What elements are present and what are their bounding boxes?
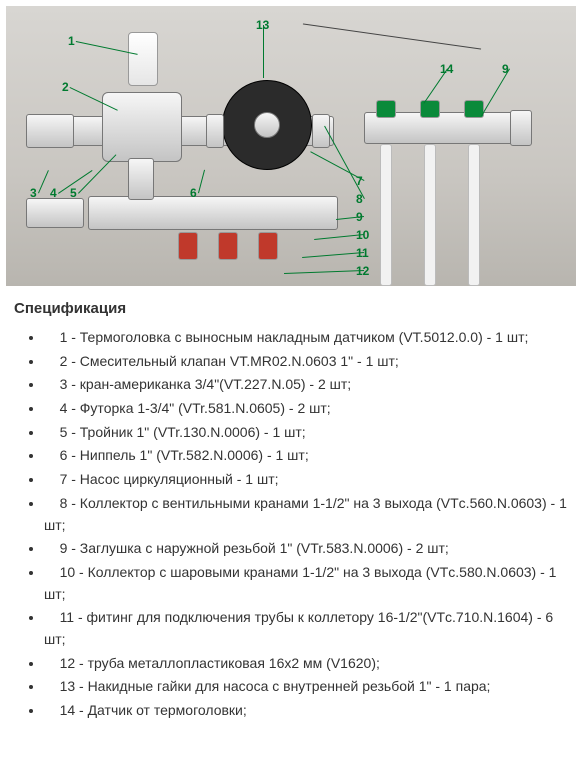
part-pump-cap (254, 112, 280, 138)
labeled-assembly-diagram: 12345613789101112149 (6, 6, 576, 286)
callout-leader (284, 270, 364, 274)
callout-leader (198, 170, 205, 193)
spec-item-text: 4 - Футорка 1-3/4" (VTr.581.N.0605) - 2 … (44, 400, 331, 416)
part-capillary (303, 23, 481, 49)
spec-item-text: 6 - Ниппель 1" (VTr.582.N.0006) - 1 шт; (44, 447, 309, 463)
spec-item: 12 - труба металлопластиковая 16х2 мм (V… (44, 653, 567, 675)
part-green-valve-1 (376, 100, 396, 118)
spec-item-text: 2 - Смесительный клапан VT.MR02.N.0603 1… (44, 353, 399, 369)
part-thermohead (128, 32, 158, 86)
spec-item: 2 - Смесительный клапан VT.MR02.N.0603 1… (44, 351, 567, 373)
spec-title: Спецификация (14, 300, 585, 317)
part-union-left (206, 114, 224, 148)
spec-item-text: 14 - Датчик от термоголовки; (44, 702, 247, 718)
part-stub-lower-left (26, 198, 84, 228)
part-inlet-left (26, 114, 74, 148)
part-drop (128, 158, 154, 200)
spec-item: 14 - Датчик от термоголовки; (44, 700, 567, 722)
spec-item-text: 8 - Коллектор с вентильными кранами 1-1/… (44, 495, 571, 533)
spec-item-text: 7 - Насос циркуляционный - 1 шт; (44, 471, 279, 487)
spec-item-text: 5 - Тройник 1" (VTr.130.N.0006) - 1 шт; (44, 424, 306, 440)
part-red-valve-3 (258, 232, 278, 260)
callout-leader (481, 68, 510, 116)
spec-item-text: 9 - Заглушка с наружной резьбой 1" (VTr.… (44, 540, 449, 556)
part-right-endcap (510, 110, 532, 146)
spec-item-text: 11 - фитинг для подключения трубы к колл… (44, 609, 557, 647)
spec-item: 5 - Тройник 1" (VTr.130.N.0006) - 1 шт; (44, 422, 567, 444)
spec-item-text: 3 - кран-американка 3/4"(VT.227.N.05) - … (44, 376, 351, 392)
part-lower-manifold (88, 196, 338, 230)
spec-list: 1 - Термоголовка с выносным накладным да… (26, 327, 571, 722)
spec-item: 8 - Коллектор с вентильными кранами 1-1/… (44, 493, 567, 536)
part-mixing-valve (102, 92, 182, 162)
spec-item: 6 - Ниппель 1" (VTr.582.N.0006) - 1 шт; (44, 445, 567, 467)
callout-leader (423, 68, 448, 104)
spec-item: 10 - Коллектор с шаровыми кранами 1-1/2"… (44, 562, 567, 605)
part-pipe-1 (380, 144, 392, 286)
spec-item-text: 1 - Термоголовка с выносным накладным да… (44, 329, 528, 345)
spec-item-text: 12 - труба металлопластиковая 16х2 мм (V… (44, 655, 380, 671)
callout-leader (310, 151, 364, 181)
spec-item-text: 10 - Коллектор с шаровыми кранами 1-1/2"… (44, 564, 560, 602)
spec-item: 13 - Накидные гайки для насоса с внутрен… (44, 676, 567, 698)
spec-item: 1 - Термоголовка с выносным накладным да… (44, 327, 567, 349)
spec-item: 3 - кран-американка 3/4"(VT.227.N.05) - … (44, 374, 567, 396)
spec-item: 4 - Футорка 1-3/4" (VTr.581.N.0605) - 2 … (44, 398, 567, 420)
part-red-valve-2 (218, 232, 238, 260)
spec-item: 9 - Заглушка с наружной резьбой 1" (VTr.… (44, 538, 567, 560)
spec-item: 7 - Насос циркуляционный - 1 шт; (44, 469, 567, 491)
callout-leader (78, 154, 117, 194)
part-pipe-3 (468, 144, 480, 286)
spec-item: 11 - фитинг для подключения трубы к колл… (44, 607, 567, 650)
part-red-valve-1 (178, 232, 198, 260)
part-pipe-2 (424, 144, 436, 286)
callout-leader (263, 25, 264, 78)
spec-item-text: 13 - Накидные гайки для насоса с внутрен… (44, 678, 490, 694)
